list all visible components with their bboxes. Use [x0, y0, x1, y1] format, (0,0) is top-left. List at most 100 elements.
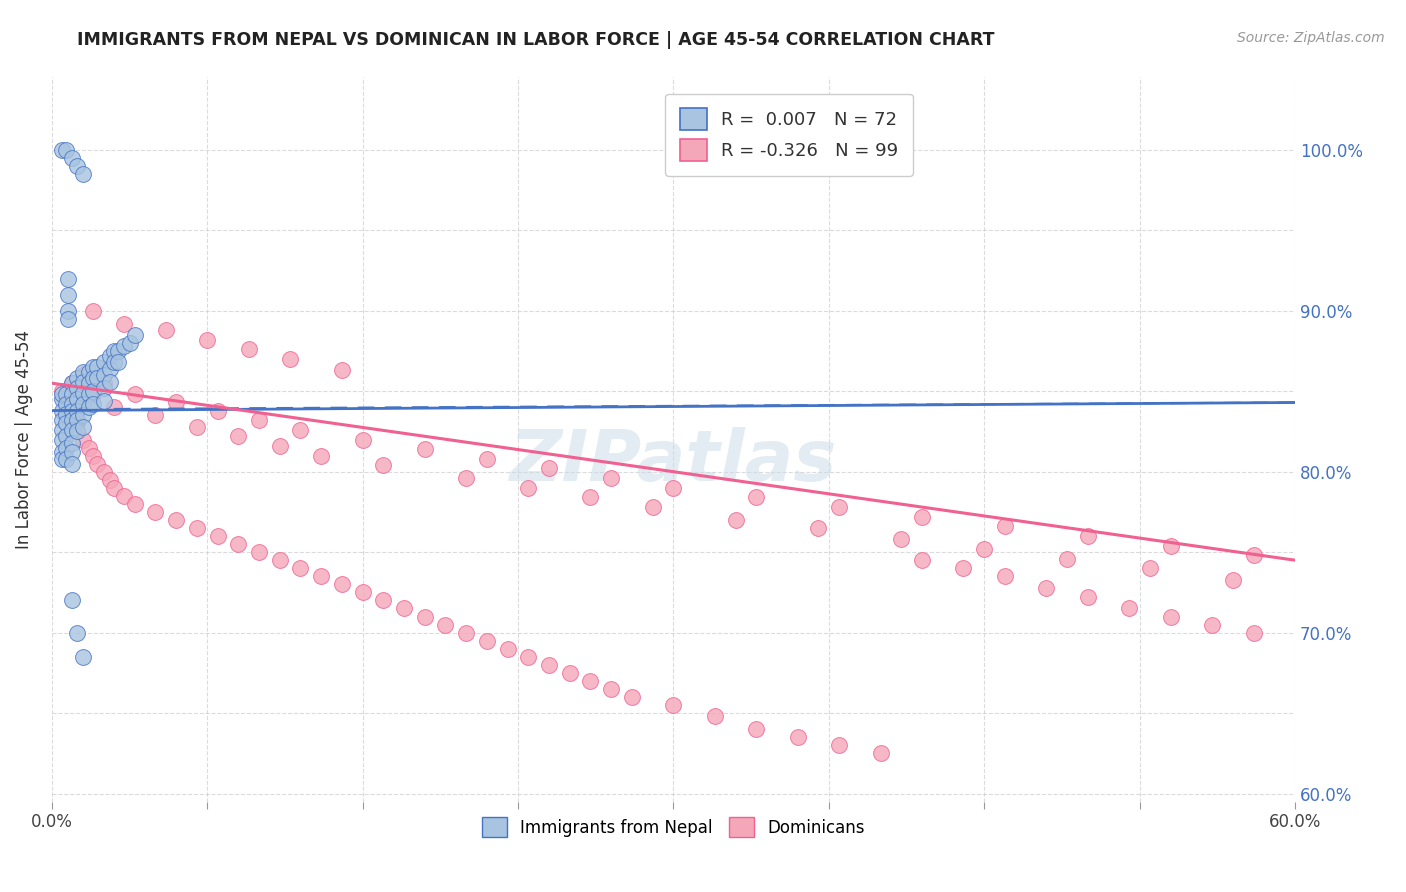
Point [413, 609, 436, 624]
Point [226, 537, 249, 551]
Point [107, 343, 129, 358]
Point [82, 360, 104, 375]
Legend: Immigrants from Nepal, Dominicans: Immigrants from Nepal, Dominicans [475, 810, 872, 844]
Point [579, 491, 602, 505]
Point [98, 473, 121, 487]
Point [269, 439, 291, 453]
Point [55, 451, 77, 466]
Point [456, 471, 478, 485]
Point [330, 363, 353, 377]
Point [786, 730, 808, 744]
Point [82, 449, 104, 463]
Point [62, 413, 84, 427]
Point [517, 481, 540, 495]
Point [55, 417, 77, 431]
Point [65, 159, 87, 173]
Point [475, 633, 498, 648]
Point [309, 569, 332, 583]
Point [62, 151, 84, 165]
Point [72, 167, 94, 181]
Point [828, 738, 851, 752]
Point [869, 747, 891, 761]
Point [207, 529, 229, 543]
Point [112, 317, 135, 331]
Text: IMMIGRANTS FROM NEPAL VS DOMINICAN IN LABOR FORCE | AGE 45-54 CORRELATION CHART: IMMIGRANTS FROM NEPAL VS DOMINICAN IN LA… [77, 31, 995, 49]
Point [1243, 549, 1265, 563]
Point [93, 465, 115, 479]
Point [143, 505, 166, 519]
Point [600, 681, 623, 696]
Point [373, 458, 395, 473]
Point [65, 403, 87, 417]
Point [86, 457, 108, 471]
Point [1222, 573, 1244, 587]
Point [65, 625, 87, 640]
Point [62, 397, 84, 411]
Point [72, 365, 94, 379]
Point [1160, 609, 1182, 624]
Y-axis label: In Labor Force | Age 45-54: In Labor Force | Age 45-54 [15, 330, 32, 549]
Point [517, 649, 540, 664]
Point [65, 417, 87, 431]
Point [55, 143, 77, 157]
Point [65, 371, 87, 385]
Point [77, 441, 100, 455]
Point [538, 461, 561, 475]
Point [745, 722, 768, 736]
Point [51, 445, 73, 459]
Point [330, 577, 353, 591]
Point [558, 665, 581, 680]
Point [51, 143, 73, 157]
Point [1056, 551, 1078, 566]
Point [1077, 529, 1099, 543]
Point [51, 423, 73, 437]
Point [62, 403, 84, 417]
Point [86, 360, 108, 375]
Point [77, 365, 100, 379]
Point [51, 451, 73, 466]
Point [124, 387, 146, 401]
Point [1160, 539, 1182, 553]
Point [72, 433, 94, 447]
Point [309, 449, 332, 463]
Point [72, 649, 94, 664]
Point [413, 442, 436, 457]
Point [496, 641, 519, 656]
Point [456, 625, 478, 640]
Point [745, 491, 768, 505]
Point [434, 617, 457, 632]
Point [124, 497, 146, 511]
Point [72, 397, 94, 411]
Point [952, 561, 974, 575]
Point [51, 392, 73, 407]
Point [124, 327, 146, 342]
Point [890, 533, 912, 547]
Point [1201, 617, 1223, 632]
Point [620, 690, 643, 704]
Point [62, 435, 84, 450]
Point [1139, 561, 1161, 575]
Point [911, 509, 934, 524]
Point [55, 397, 77, 411]
Point [72, 409, 94, 423]
Point [807, 521, 830, 535]
Point [65, 381, 87, 395]
Point [600, 471, 623, 485]
Text: Source: ZipAtlas.com: Source: ZipAtlas.com [1237, 31, 1385, 45]
Point [538, 657, 561, 672]
Point [51, 403, 73, 417]
Point [165, 513, 187, 527]
Point [662, 698, 685, 712]
Point [58, 271, 80, 285]
Point [107, 355, 129, 369]
Point [65, 392, 87, 407]
Point [62, 457, 84, 471]
Point [77, 376, 100, 391]
Point [98, 349, 121, 363]
Point [86, 371, 108, 385]
Point [77, 387, 100, 401]
Point [155, 323, 177, 337]
Point [55, 387, 77, 401]
Point [373, 593, 395, 607]
Point [392, 601, 415, 615]
